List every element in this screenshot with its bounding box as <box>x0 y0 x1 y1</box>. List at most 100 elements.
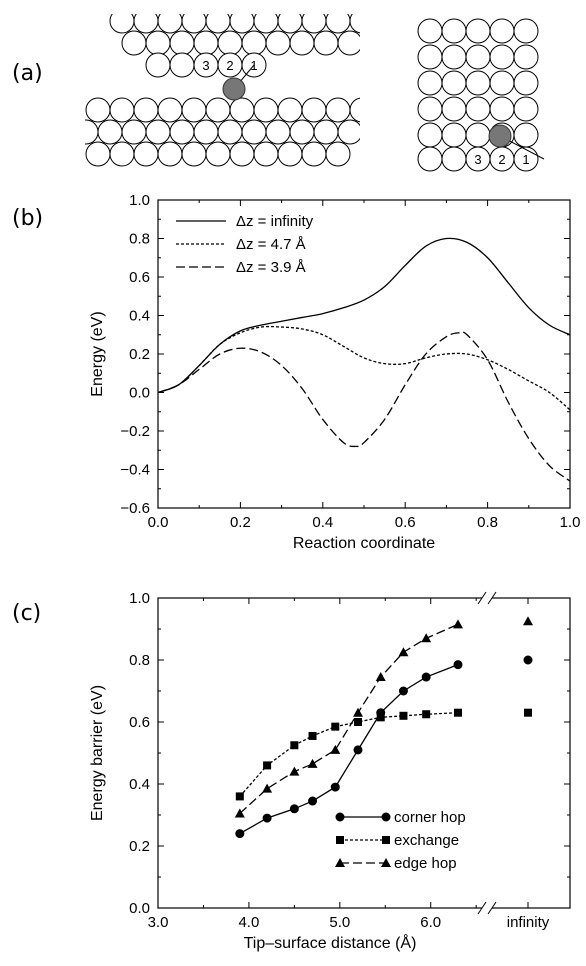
series-line-2 <box>158 325 570 411</box>
series-point-2 <box>308 731 317 740</box>
atom <box>441 70 467 96</box>
atom <box>301 14 327 34</box>
panel-c-barrier-chart: 3.0 4.0 5.0 6.0 infinity 0.0 0.2 0.4 0.6 0.8 1.0 Ti… <box>89 590 571 952</box>
legend-marker-2 <box>382 836 390 844</box>
atom <box>513 70 539 96</box>
series-point-1 <box>235 829 245 839</box>
atom <box>465 122 491 148</box>
x-tick-label: 6.0 <box>420 914 441 931</box>
y-tick-label: 0.6 <box>129 269 150 286</box>
axis-break-mark <box>487 901 497 915</box>
series-point-1 <box>453 660 463 670</box>
series-point-2 <box>235 792 244 801</box>
x-tick-label: 5.0 <box>329 914 350 931</box>
atom <box>121 119 147 145</box>
legend-label-2: exchange <box>394 832 459 849</box>
panel-label-b: (b) <box>12 206 43 231</box>
series-point-1 <box>289 804 299 814</box>
series-point-2 <box>422 710 431 719</box>
x-tick-label: 1.0 <box>560 514 581 531</box>
plot-frame <box>157 597 571 909</box>
atom-site-label: 3 <box>202 58 209 73</box>
atom <box>145 52 171 78</box>
atom <box>169 52 195 78</box>
curves <box>158 237 570 482</box>
atom <box>417 96 443 122</box>
atom <box>301 97 327 123</box>
series-point-3 <box>421 633 432 643</box>
x-tick-label: 0.6 <box>395 514 416 531</box>
x-tick-label: 4.0 <box>238 914 259 931</box>
series-point-2 <box>331 722 340 731</box>
panel-label-c: (c) <box>12 601 41 626</box>
atom <box>253 14 279 34</box>
atom <box>241 119 267 145</box>
atom <box>349 97 360 123</box>
atom <box>253 141 279 167</box>
atom <box>169 30 195 56</box>
series-point-3 <box>353 707 363 717</box>
atom <box>417 122 443 148</box>
axis-break-gap <box>482 905 492 911</box>
legend-marker-3 <box>381 858 391 867</box>
atom-site-label: 1 <box>522 152 529 167</box>
y-tick-label: 0.4 <box>129 776 150 793</box>
atom <box>229 97 255 123</box>
y-tick-label: 0.0 <box>129 385 150 402</box>
y-tick-label: 1.0 <box>129 590 150 607</box>
atom <box>157 14 183 34</box>
series-point-2 <box>290 741 299 750</box>
legend-label-2: Δz = 4.7 Å <box>236 236 306 253</box>
axis-break-mark <box>487 591 497 605</box>
series-point-2 <box>376 713 385 722</box>
y-tick-label: 0.0 <box>129 900 150 917</box>
atom <box>417 146 443 172</box>
legend-marker-1 <box>335 812 345 822</box>
y-tick-label: 0.8 <box>129 231 150 248</box>
atom <box>229 141 255 167</box>
series-point-1 <box>330 782 340 792</box>
atom <box>513 122 539 148</box>
series-point-3 <box>330 744 341 754</box>
series-line-3 <box>158 331 570 482</box>
series-point-1 <box>308 796 318 806</box>
y-tick-label: 0.8 <box>129 652 150 669</box>
legend-label-1: corner hop <box>394 809 466 826</box>
y-axis-title: Energy barrier (eV) <box>89 685 106 821</box>
y-tick-label: −0.4 <box>120 462 150 479</box>
y-tick-label: 0.4 <box>129 308 150 325</box>
x-tick-label: 0.2 <box>230 514 251 531</box>
atom-site-label: 3 <box>474 152 481 167</box>
series-point-1 <box>398 686 408 696</box>
y-tick-label: 0.2 <box>129 838 150 855</box>
series-point-infinity-2 <box>524 708 532 717</box>
atom <box>441 122 467 148</box>
series-point-2 <box>354 718 362 726</box>
atom <box>193 119 219 145</box>
series-point-3 <box>398 647 409 657</box>
atom <box>301 141 327 167</box>
atom <box>217 119 243 145</box>
atom <box>205 97 231 123</box>
legend-marker-3 <box>335 858 345 867</box>
atom <box>85 119 99 145</box>
atom <box>489 18 515 44</box>
atom <box>325 14 351 34</box>
legend-label-1: Δz = infinity <box>236 213 314 230</box>
x-tick-label-infinity: infinity <box>507 914 550 931</box>
atom <box>289 119 315 145</box>
atom <box>265 30 291 56</box>
atom <box>265 119 291 145</box>
series-line-3 <box>239 623 459 814</box>
y-axis-title: Energy (eV) <box>89 311 106 396</box>
series-point-1 <box>262 813 272 823</box>
series-point-3 <box>453 619 463 629</box>
y-tick-label: 0.2 <box>129 346 150 363</box>
atom <box>157 97 183 123</box>
series-line-1 <box>239 664 459 835</box>
series-point-2 <box>399 711 408 720</box>
panel-b-energy-chart: 0.0 0.2 0.4 0.6 0.8 1.0 −0.6 −0.4 −0.2 0.0 0.2 0.4 0… <box>89 192 580 552</box>
atom <box>513 18 539 44</box>
atom <box>145 119 171 145</box>
